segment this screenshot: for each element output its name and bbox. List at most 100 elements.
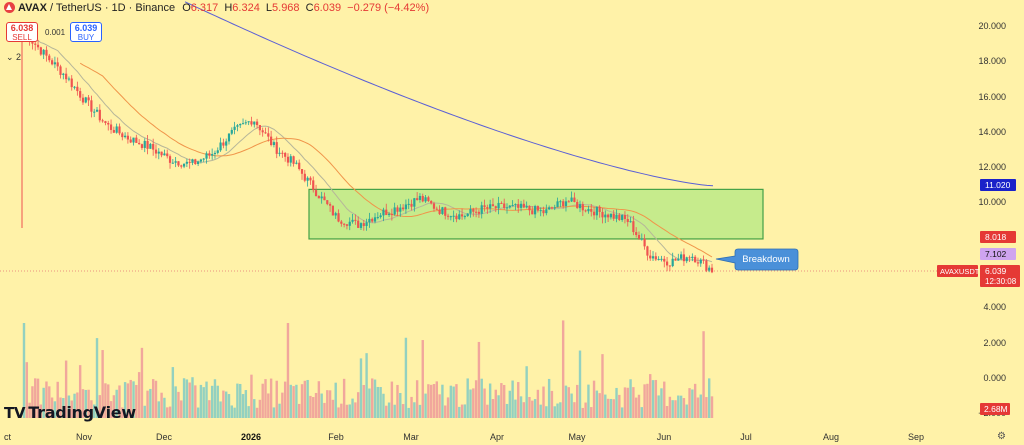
- y-tick-label: 16.000: [978, 92, 1006, 102]
- volume-bar: [278, 403, 281, 418]
- volume-bar: [87, 389, 90, 418]
- candle-body: [536, 206, 539, 211]
- candle-body: [93, 111, 96, 113]
- volume-bar: [109, 401, 113, 418]
- candle-body: [160, 151, 163, 156]
- candle-body: [685, 257, 688, 262]
- volume-bar: [199, 384, 203, 418]
- candle-body: [98, 109, 101, 121]
- candle-body: [149, 143, 152, 149]
- last-price-label: 6.039: [985, 266, 1007, 276]
- volume-bar: [500, 383, 503, 418]
- y-tick-label: 2.000: [983, 338, 1006, 348]
- price-badge-label: 7.102: [985, 249, 1007, 259]
- volume-bar: [140, 347, 144, 418]
- candle-body: [48, 55, 51, 61]
- candle-body: [494, 206, 497, 209]
- volume-bar: [458, 406, 461, 418]
- candle-body: [545, 209, 548, 214]
- candle-body: [578, 204, 582, 209]
- candle-body: [463, 216, 466, 218]
- volume-bar: [505, 403, 509, 418]
- volume-bar: [646, 383, 649, 418]
- volume-bar: [418, 404, 422, 418]
- candle-body: [278, 152, 281, 154]
- change-value: −0.279 (−4.42%): [347, 2, 430, 14]
- candle-body: [663, 258, 666, 262]
- candle-body: [595, 206, 598, 216]
- volume-bar: [424, 393, 427, 418]
- candle-body: [79, 91, 82, 98]
- volume-bar: [508, 390, 512, 418]
- price-badge-label: 11.020: [985, 180, 1011, 190]
- volume-bar: [531, 400, 534, 418]
- breakdown-callout[interactable]: Breakdown: [715, 248, 799, 271]
- volume-bar: [435, 381, 438, 418]
- candle-body: [270, 136, 273, 146]
- candle-body: [62, 73, 65, 75]
- candle-body: [696, 262, 700, 264]
- long-ma-line: [184, 1, 714, 187]
- candle-body: [31, 41, 34, 44]
- tradingview-icon: 𝗧𝗩: [4, 404, 26, 422]
- volume-bar: [39, 404, 43, 418]
- volume-bar: [98, 395, 102, 418]
- candle-body: [182, 163, 186, 167]
- volume-bar: [376, 386, 380, 418]
- volume-bar: [578, 350, 582, 418]
- symbol-name[interactable]: AVAX: [18, 2, 47, 14]
- volume-bar: [702, 331, 705, 418]
- volume-bar: [688, 388, 691, 418]
- tradingview-logo[interactable]: 𝗧𝗩 TradingView: [4, 403, 136, 422]
- volume-bar: [595, 390, 599, 418]
- candle-body: [368, 218, 371, 223]
- candle-body: [472, 209, 475, 212]
- volume-bar: [581, 407, 585, 418]
- volume-bar: [205, 381, 208, 418]
- candle-body: [460, 214, 464, 217]
- sell-button[interactable]: 6.038 SELL: [6, 22, 38, 42]
- volume-bar: [269, 378, 273, 418]
- volume-bar: [469, 389, 472, 418]
- candle-body: [365, 222, 368, 226]
- price-axis[interactable]: 20.000 18.000 16.000 14.000 12.000 10.000 4.00…: [937, 21, 1020, 418]
- candle-body: [396, 207, 399, 212]
- volume-bar: [219, 401, 222, 418]
- time-axis[interactable]: ct Nov Dec 2026 Feb Mar Apr May Jun Jul Aug Sep: [4, 432, 924, 442]
- x-tick-label: Jul: [740, 432, 752, 442]
- volume-bar: [323, 402, 326, 418]
- volume-bar: [101, 350, 104, 418]
- buy-button[interactable]: 6.039 BUY: [70, 22, 102, 42]
- volume-bar: [368, 388, 371, 418]
- volume-bar: [272, 407, 276, 418]
- quantity-toggle[interactable]: ⌄ 2: [6, 52, 21, 63]
- volume-bar: [78, 365, 82, 418]
- candle-body: [345, 224, 349, 226]
- candle-body: [334, 213, 337, 216]
- candle-body: [239, 123, 242, 126]
- volume-bar: [592, 380, 596, 418]
- volume-bar: [28, 402, 31, 418]
- volume-bar: [309, 395, 312, 418]
- candle-body: [219, 142, 222, 151]
- volume-bar: [401, 404, 405, 418]
- candle-body: [118, 126, 121, 134]
- close-value: 6.039: [313, 2, 342, 14]
- volume-bar: [463, 404, 467, 418]
- volume-bar: [542, 386, 545, 418]
- low-label: L: [265, 2, 273, 14]
- candle-body: [629, 221, 632, 223]
- candle-body: [407, 203, 410, 205]
- volume-bar: [132, 381, 135, 418]
- candle-body: [281, 152, 284, 154]
- candle-body: [399, 207, 402, 212]
- candle-body: [132, 137, 135, 143]
- gear-icon[interactable]: ⚙: [997, 431, 1006, 442]
- candle-body: [705, 260, 708, 271]
- candle-body: [180, 165, 183, 167]
- candle-body: [298, 162, 301, 170]
- candle-body: [497, 202, 500, 209]
- volume-bar: [634, 397, 638, 418]
- open-value: 6.317: [190, 2, 219, 14]
